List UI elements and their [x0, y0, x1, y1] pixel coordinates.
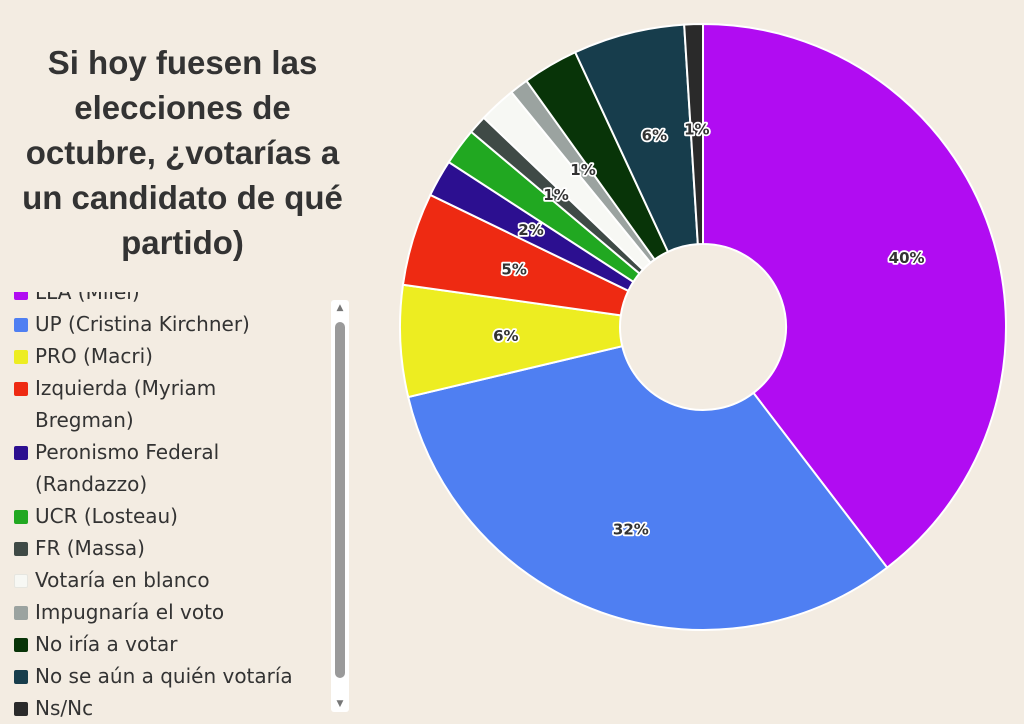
legend-item[interactable]: Peronismo Federal (Randazzo)	[14, 436, 314, 500]
legend-list: LLA (Milei) UP (Cristina Kirchner) PRO (Ma…	[14, 292, 314, 724]
legend-swatch	[14, 670, 28, 684]
legend-item[interactable]: FR (Massa)	[14, 532, 314, 564]
legend-item[interactable]: No iría a votar	[14, 628, 314, 660]
legend-item[interactable]: PRO (Macri)	[14, 340, 314, 372]
legend-item[interactable]: LLA (Milei)	[14, 292, 314, 308]
slice-data-label: 5%	[501, 261, 526, 279]
legend-label: Ns/Nc	[35, 696, 94, 720]
slice-data-label: 32%	[613, 521, 649, 539]
legend-label: Izquierda (Myriam Bregman)	[35, 376, 217, 432]
legend-item[interactable]: UCR (Losteau)	[14, 500, 314, 532]
legend-swatch	[14, 292, 28, 300]
legend-swatch	[14, 542, 28, 556]
legend-item[interactable]: Izquierda (Myriam Bregman)	[14, 372, 314, 436]
scrollbar-thumb[interactable]	[335, 322, 345, 678]
legend-swatch	[14, 318, 28, 332]
legend-swatch	[14, 606, 28, 620]
legend-swatch	[14, 574, 28, 588]
legend-label: No iría a votar	[35, 632, 178, 656]
slice-data-label: 40%	[889, 249, 925, 267]
legend-label: LLA (Milei)	[35, 292, 140, 304]
legend-label: Votaría en blanco	[35, 568, 210, 592]
legend-swatch	[14, 350, 28, 364]
pie-slice[interactable]	[702, 22, 1007, 570]
chart-title: Si hoy fuesen las elecciones de octubre,…	[22, 44, 343, 261]
legend-label: UP (Cristina Kirchner)	[35, 312, 250, 336]
slice-data-label: 2%	[518, 221, 543, 239]
legend-item[interactable]: UP (Cristina Kirchner)	[14, 308, 314, 340]
slice-data-label: 1%	[543, 186, 568, 204]
legend-swatch	[14, 510, 28, 524]
legend-label: Impugnaría el voto	[35, 600, 225, 624]
legend-label: No se aún a quién votaría	[35, 664, 293, 688]
slice-data-label: 6%	[493, 327, 518, 345]
slice-data-label: 1%	[570, 161, 595, 179]
slice-data-label: 1%	[684, 121, 709, 139]
legend: LLA (Milei) UP (Cristina Kirchner) PRO (Ma…	[14, 292, 354, 724]
pie-slice[interactable]	[683, 22, 704, 246]
legend-item[interactable]: Votaría en blanco	[14, 564, 314, 596]
legend-item[interactable]: No se aún a quién votaría	[14, 660, 314, 692]
legend-label: FR (Massa)	[35, 536, 145, 560]
legend-item[interactable]: Impugnaría el voto	[14, 596, 314, 628]
scroll-up-arrow-icon[interactable]: ▲	[336, 303, 344, 313]
legend-swatch	[14, 446, 28, 460]
scroll-down-arrow-icon[interactable]: ▼	[336, 699, 344, 709]
legend-label: UCR (Losteau)	[35, 504, 178, 528]
legend-swatch	[14, 382, 28, 396]
legend-item[interactable]: Ns/Nc	[14, 692, 314, 724]
legend-scrollbar[interactable]: ▲ ▼	[331, 300, 349, 712]
legend-label: PRO (Macri)	[35, 344, 153, 368]
legend-label: Peronismo Federal (Randazzo)	[35, 440, 220, 496]
pie-slice[interactable]	[407, 344, 889, 631]
legend-swatch	[14, 638, 28, 652]
slice-data-label: 6%	[642, 127, 667, 145]
legend-swatch	[14, 702, 28, 716]
